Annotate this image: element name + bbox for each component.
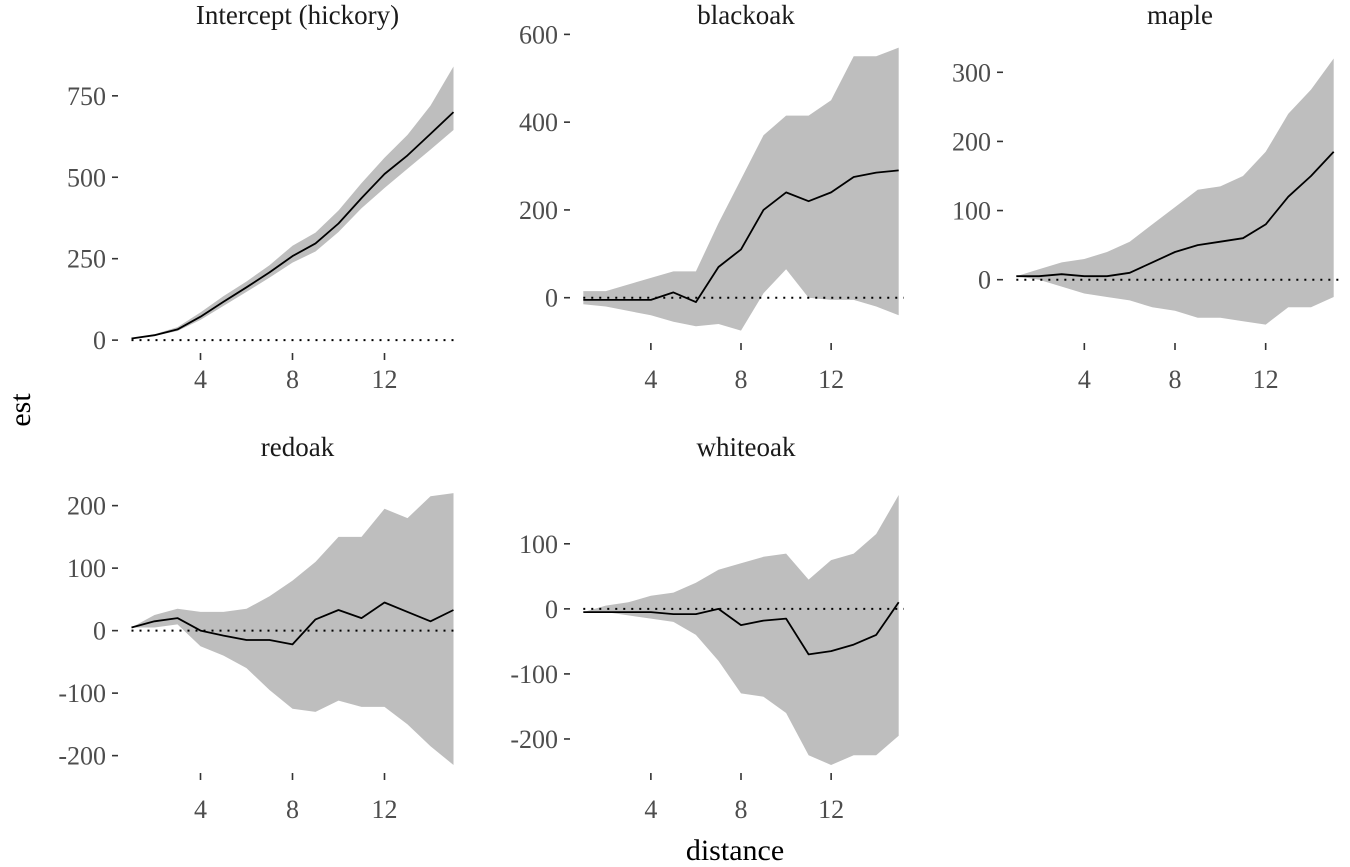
confidence-ribbon	[583, 495, 899, 765]
x-tick-label: 8	[735, 365, 748, 394]
panel-3: -200 -100 0 100 200 4 8 12 redoak	[58, 432, 459, 824]
x-tick-label: 8	[286, 365, 299, 394]
x-tick-label: 4	[194, 365, 207, 394]
x-axis-title: distance	[686, 834, 784, 867]
y-tick-label: 200	[519, 196, 558, 225]
y-tick-label: 100	[67, 554, 106, 583]
panel-title: maple	[1147, 0, 1213, 30]
estimate-line	[131, 601, 454, 646]
x-tick-label: 4	[644, 795, 657, 824]
y-tick-label: 500	[67, 163, 106, 192]
y-tick-label: -100	[510, 660, 558, 689]
panel-title: redoak	[261, 432, 335, 462]
x-tick-label: 12	[372, 365, 398, 394]
y-tick-label: 400	[519, 108, 558, 137]
panel-1: 0 200 400 600 4 8 12 blackoak	[519, 0, 904, 394]
confidence-ribbon	[131, 66, 454, 339]
x-tick-label: 4	[1078, 365, 1091, 394]
y-tick-label: 0	[93, 617, 106, 646]
estimate-line	[583, 601, 900, 656]
y-tick-label: 0	[545, 595, 558, 624]
y-tick-label: -200	[58, 742, 106, 771]
y-tick-label: 600	[519, 20, 558, 49]
panel-title: blackoak	[697, 0, 795, 30]
panel-0: 0 250 500 750 4 8 12 Intercept (hickory)	[67, 0, 459, 394]
panel-2: 0 100 200 300 4 8 12 maple	[952, 0, 1339, 394]
x-tick-label: 12	[1253, 365, 1279, 394]
estimate-line	[131, 111, 455, 340]
y-tick-label: 0	[93, 326, 106, 355]
x-tick-label: 8	[1169, 365, 1182, 394]
estimate-line	[583, 169, 899, 304]
x-tick-label: 8	[735, 795, 748, 824]
confidence-ribbon	[131, 493, 454, 765]
panel-title: whiteoak	[697, 432, 796, 462]
y-tick-label: 250	[67, 245, 106, 274]
panel-4: -200 -100 0 100 4 8 12 whiteoak	[510, 432, 904, 824]
y-tick-label: -100	[58, 679, 106, 708]
confidence-ribbon	[1016, 58, 1334, 325]
y-tick-label: 300	[952, 58, 991, 87]
y-tick-label: 0	[545, 284, 558, 313]
y-tick-label: -200	[510, 725, 558, 754]
y-tick-label: 100	[952, 197, 991, 226]
x-tick-label: 4	[194, 795, 207, 824]
x-tick-label: 12	[818, 795, 844, 824]
y-tick-label: 750	[67, 82, 106, 111]
x-tick-label: 4	[644, 365, 657, 394]
x-tick-label: 12	[372, 795, 398, 824]
x-tick-label: 12	[818, 365, 844, 394]
y-tick-label: 200	[67, 492, 106, 521]
y-tick-label: 0	[978, 266, 991, 295]
panel-title: Intercept (hickory)	[196, 0, 399, 30]
x-tick-label: 8	[286, 795, 299, 824]
y-axis-title: est	[4, 393, 37, 427]
y-tick-label: 100	[519, 530, 558, 559]
y-tick-label: 200	[952, 127, 991, 156]
confidence-ribbon	[583, 47, 899, 331]
estimate-line	[1016, 151, 1335, 278]
